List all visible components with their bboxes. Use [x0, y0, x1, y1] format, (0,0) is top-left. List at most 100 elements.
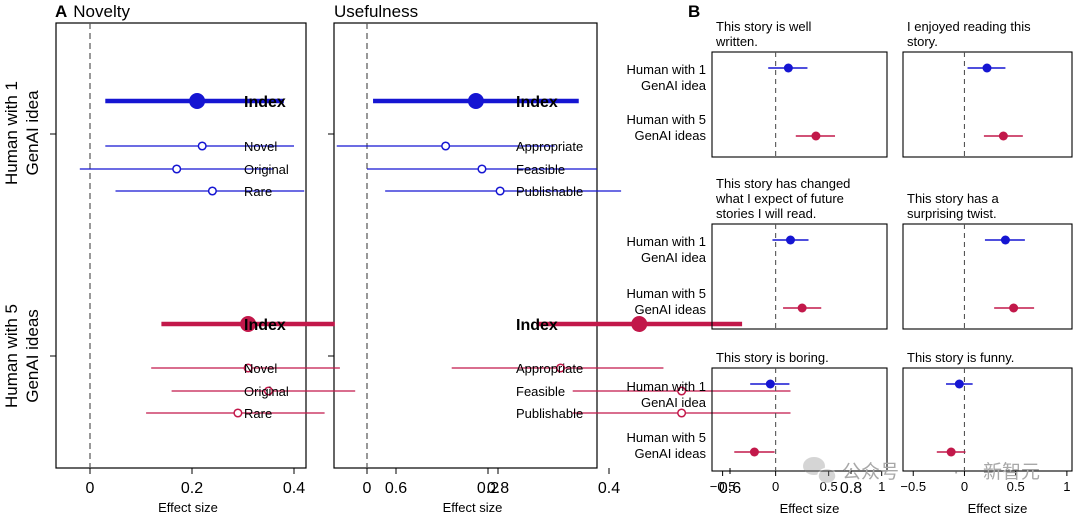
b-row3-g5-line2: GenAI ideas [634, 446, 706, 461]
novelty-title: Novelty [73, 2, 130, 21]
b-row1-g5-line2: GenAI ideas [634, 128, 706, 143]
group-label-1-line1: Human with 1 [2, 81, 21, 185]
group-label-5-line1: Human with 5 [2, 304, 21, 408]
b4-g5-point [1009, 303, 1019, 313]
usefulness-index-g1-point [467, 93, 484, 109]
b5-g1-point [765, 379, 775, 389]
usefulness-x-axis-label: Effect size [443, 500, 503, 515]
novelty-x-tick-label: 0.6 [385, 480, 407, 497]
b6-subplot: This story is funny. −0.5 0 0.5 1 Effect size [900, 350, 1073, 516]
b1-title-line: This story is well [716, 19, 811, 34]
b-row3-g1-line2: GenAI idea [641, 395, 707, 410]
usefulness-feasible-g1-label: Feasible [516, 162, 565, 177]
b6-frame [902, 367, 1073, 472]
novelty-index-g1-point [189, 93, 206, 109]
novelty-original-g1-point [172, 164, 182, 174]
panel-a-letter: A [55, 2, 67, 21]
b6-x-tick-label: −0.5 [900, 479, 926, 494]
panel-b-letter: B [688, 2, 700, 21]
watermark-prefix: 公众号 [842, 461, 899, 483]
usefulness-feasible-g2-label: Feasible [516, 384, 565, 399]
b5-frame [711, 367, 888, 472]
b5-x-axis-label: Effect size [780, 501, 840, 516]
b-row2-g1-line1: Human with 1 [627, 234, 706, 249]
group-label-1-line2: GenAI idea [23, 90, 42, 176]
usefulness-publishable-g2-point [677, 408, 687, 418]
b1-g5-point [811, 131, 821, 141]
usefulness-appropriate-g1-label: Appropriate [516, 139, 583, 154]
wechat-icon [803, 457, 837, 485]
b3-title-line: This story has changed [716, 176, 850, 191]
b2-title-line: I enjoyed reading this [907, 19, 1031, 34]
usefulness-appropriate-g1-point [441, 141, 451, 151]
novelty-rare-g1-point [207, 186, 217, 196]
b4-title-line: This story has a [907, 191, 1000, 206]
usefulness-appropriate-g2-point [556, 363, 566, 373]
b4-frame [902, 223, 1073, 330]
novelty-x-tick-label: 0.8 [487, 480, 509, 497]
novelty-x-axis-label: Effect size [158, 500, 218, 515]
usefulness-feasible-g1-point [477, 164, 487, 174]
b6-title-line: This story is funny. [907, 350, 1014, 365]
usefulness-x-tick-label: 0.8 [840, 480, 862, 497]
novelty-original-g2-label: Original [244, 384, 289, 399]
b3-title-line: stories I will read. [716, 206, 816, 221]
b-row1-g1-line1: Human with 1 [627, 62, 706, 77]
usefulness-title: Usefulness [334, 2, 418, 21]
usefulness-index-g1-label: Index [516, 94, 558, 111]
b3-title-line: what I expect of future [715, 191, 844, 206]
b-row2-g5-line1: Human with 5 [627, 286, 706, 301]
b-row3-g5-line1: Human with 5 [627, 430, 706, 445]
novelty-x-tick-label: 0 [86, 480, 95, 497]
b3-g1-point [785, 235, 795, 245]
b2-frame [902, 51, 1073, 158]
usefulness-x-tick-label: 0.2 [477, 480, 499, 497]
novelty-index-g2-label: Index [244, 317, 286, 334]
b1-g1-point [783, 63, 793, 73]
b6-g5-point [946, 447, 956, 457]
b3-g5-point [797, 303, 807, 313]
novelty-novel-g1-point [197, 141, 207, 151]
usefulness-appropriate-g2-label: Appropriate [516, 361, 583, 376]
panel-a-title: A Novelty [55, 2, 130, 21]
b5-x-tick-label: −0.5 [710, 479, 736, 494]
novelty-plot-frame [55, 22, 307, 469]
b5-x-tick-label: 0.5 [820, 479, 838, 494]
b1-frame [711, 51, 888, 158]
novelty-x-tick-label: 0.4 [283, 480, 305, 497]
b4-g1-point [1000, 235, 1010, 245]
b6-x-axis-label: Effect size [968, 501, 1028, 516]
novelty-chart: 0 0.2 0.4 0.6 0.8 Effect size Index Novel Origin… [79, 23, 509, 515]
novelty-original-g2-point [263, 386, 274, 396]
watermark-dot: · [953, 462, 959, 483]
usefulness-x-tick-label: 0.4 [598, 480, 620, 497]
novelty-novel-g2-point [243, 363, 253, 373]
b2-title-line: story. [907, 34, 938, 49]
novelty-novel-g2-label: Novel [244, 361, 277, 376]
b6-x-tick-label: 0.5 [1007, 479, 1025, 494]
b4-title-line: surprising twist. [907, 206, 997, 221]
usefulness-publishable-g1-label: Publishable [516, 184, 583, 199]
b-row1-g5-line1: Human with 5 [627, 112, 706, 127]
novelty-original-g1-label: Original [244, 162, 289, 177]
b5-title-line: This story is boring. [716, 350, 829, 365]
b-row3-g1-line1: Human with 1 [627, 379, 706, 394]
novelty-rare-g2-label: Rare [244, 406, 272, 421]
panel-b-group-labels: Human with 1 GenAI idea Human with 5 Gen… [627, 62, 707, 461]
b5-subplot: This story is boring. −0.5 0 0.5 1 Effect siz… [710, 350, 888, 516]
usefulness-plot-frame [333, 22, 598, 469]
b6-x-tick-label: 1 [1063, 479, 1070, 494]
watermark: 公众号 · 新智元 [803, 457, 1040, 485]
b1-title-line: written. [715, 34, 758, 49]
b6-g1-point [954, 379, 964, 389]
novelty-rare-g2-point [233, 408, 243, 418]
watermark-name: 新智元 [983, 461, 1040, 483]
usefulness-index-g2-point [631, 316, 648, 332]
